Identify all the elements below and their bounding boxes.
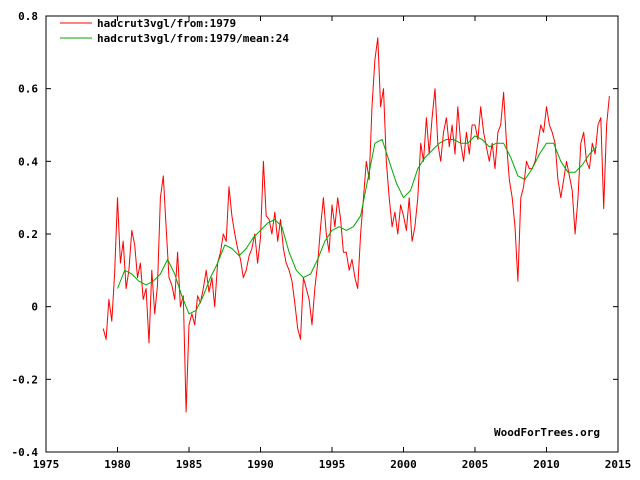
x-tick-label: 2000 bbox=[390, 458, 417, 471]
y-tick-label: 0 bbox=[31, 301, 38, 314]
x-tick-label: 1980 bbox=[104, 458, 131, 471]
x-tick-label: 1985 bbox=[176, 458, 203, 471]
x-axis: 1975 1980 1985 1990 1995 2000 2005 2010 2015 bbox=[33, 16, 632, 471]
y-tick-label: 0.8 bbox=[18, 10, 38, 23]
y-tick-label: -0.2 bbox=[12, 373, 39, 386]
series-layer bbox=[102, 37, 610, 413]
x-tick-label: 1975 bbox=[33, 458, 60, 471]
y-tick-label: 0.2 bbox=[18, 228, 38, 241]
x-tick-label: 2005 bbox=[462, 458, 489, 471]
series-line-0 bbox=[102, 37, 610, 413]
plot-area bbox=[45, 15, 619, 453]
y-tick-label: -0.4 bbox=[12, 446, 39, 459]
y-tick-label: 0.6 bbox=[18, 83, 38, 96]
legend-label-0: hadcrut3vgl/from:1979 bbox=[97, 17, 236, 30]
legend: hadcrut3vgl/from:1979 hadcrut3vgl/from:1… bbox=[60, 17, 289, 45]
x-tick-label: 2010 bbox=[533, 458, 560, 471]
series-line-1 bbox=[117, 135, 597, 315]
y-tick-label: 0.4 bbox=[18, 155, 38, 168]
y-axis: -0.4 -0.2 0 0.2 0.4 0.6 0.8 bbox=[12, 10, 618, 459]
x-tick-label: 1995 bbox=[319, 458, 346, 471]
x-tick-label: 1990 bbox=[247, 458, 274, 471]
x-tick-label: 2015 bbox=[605, 458, 632, 471]
legend-label-1: hadcrut3vgl/from:1979/mean:24 bbox=[97, 32, 289, 45]
credit-label: WoodForTrees.org bbox=[494, 426, 600, 439]
